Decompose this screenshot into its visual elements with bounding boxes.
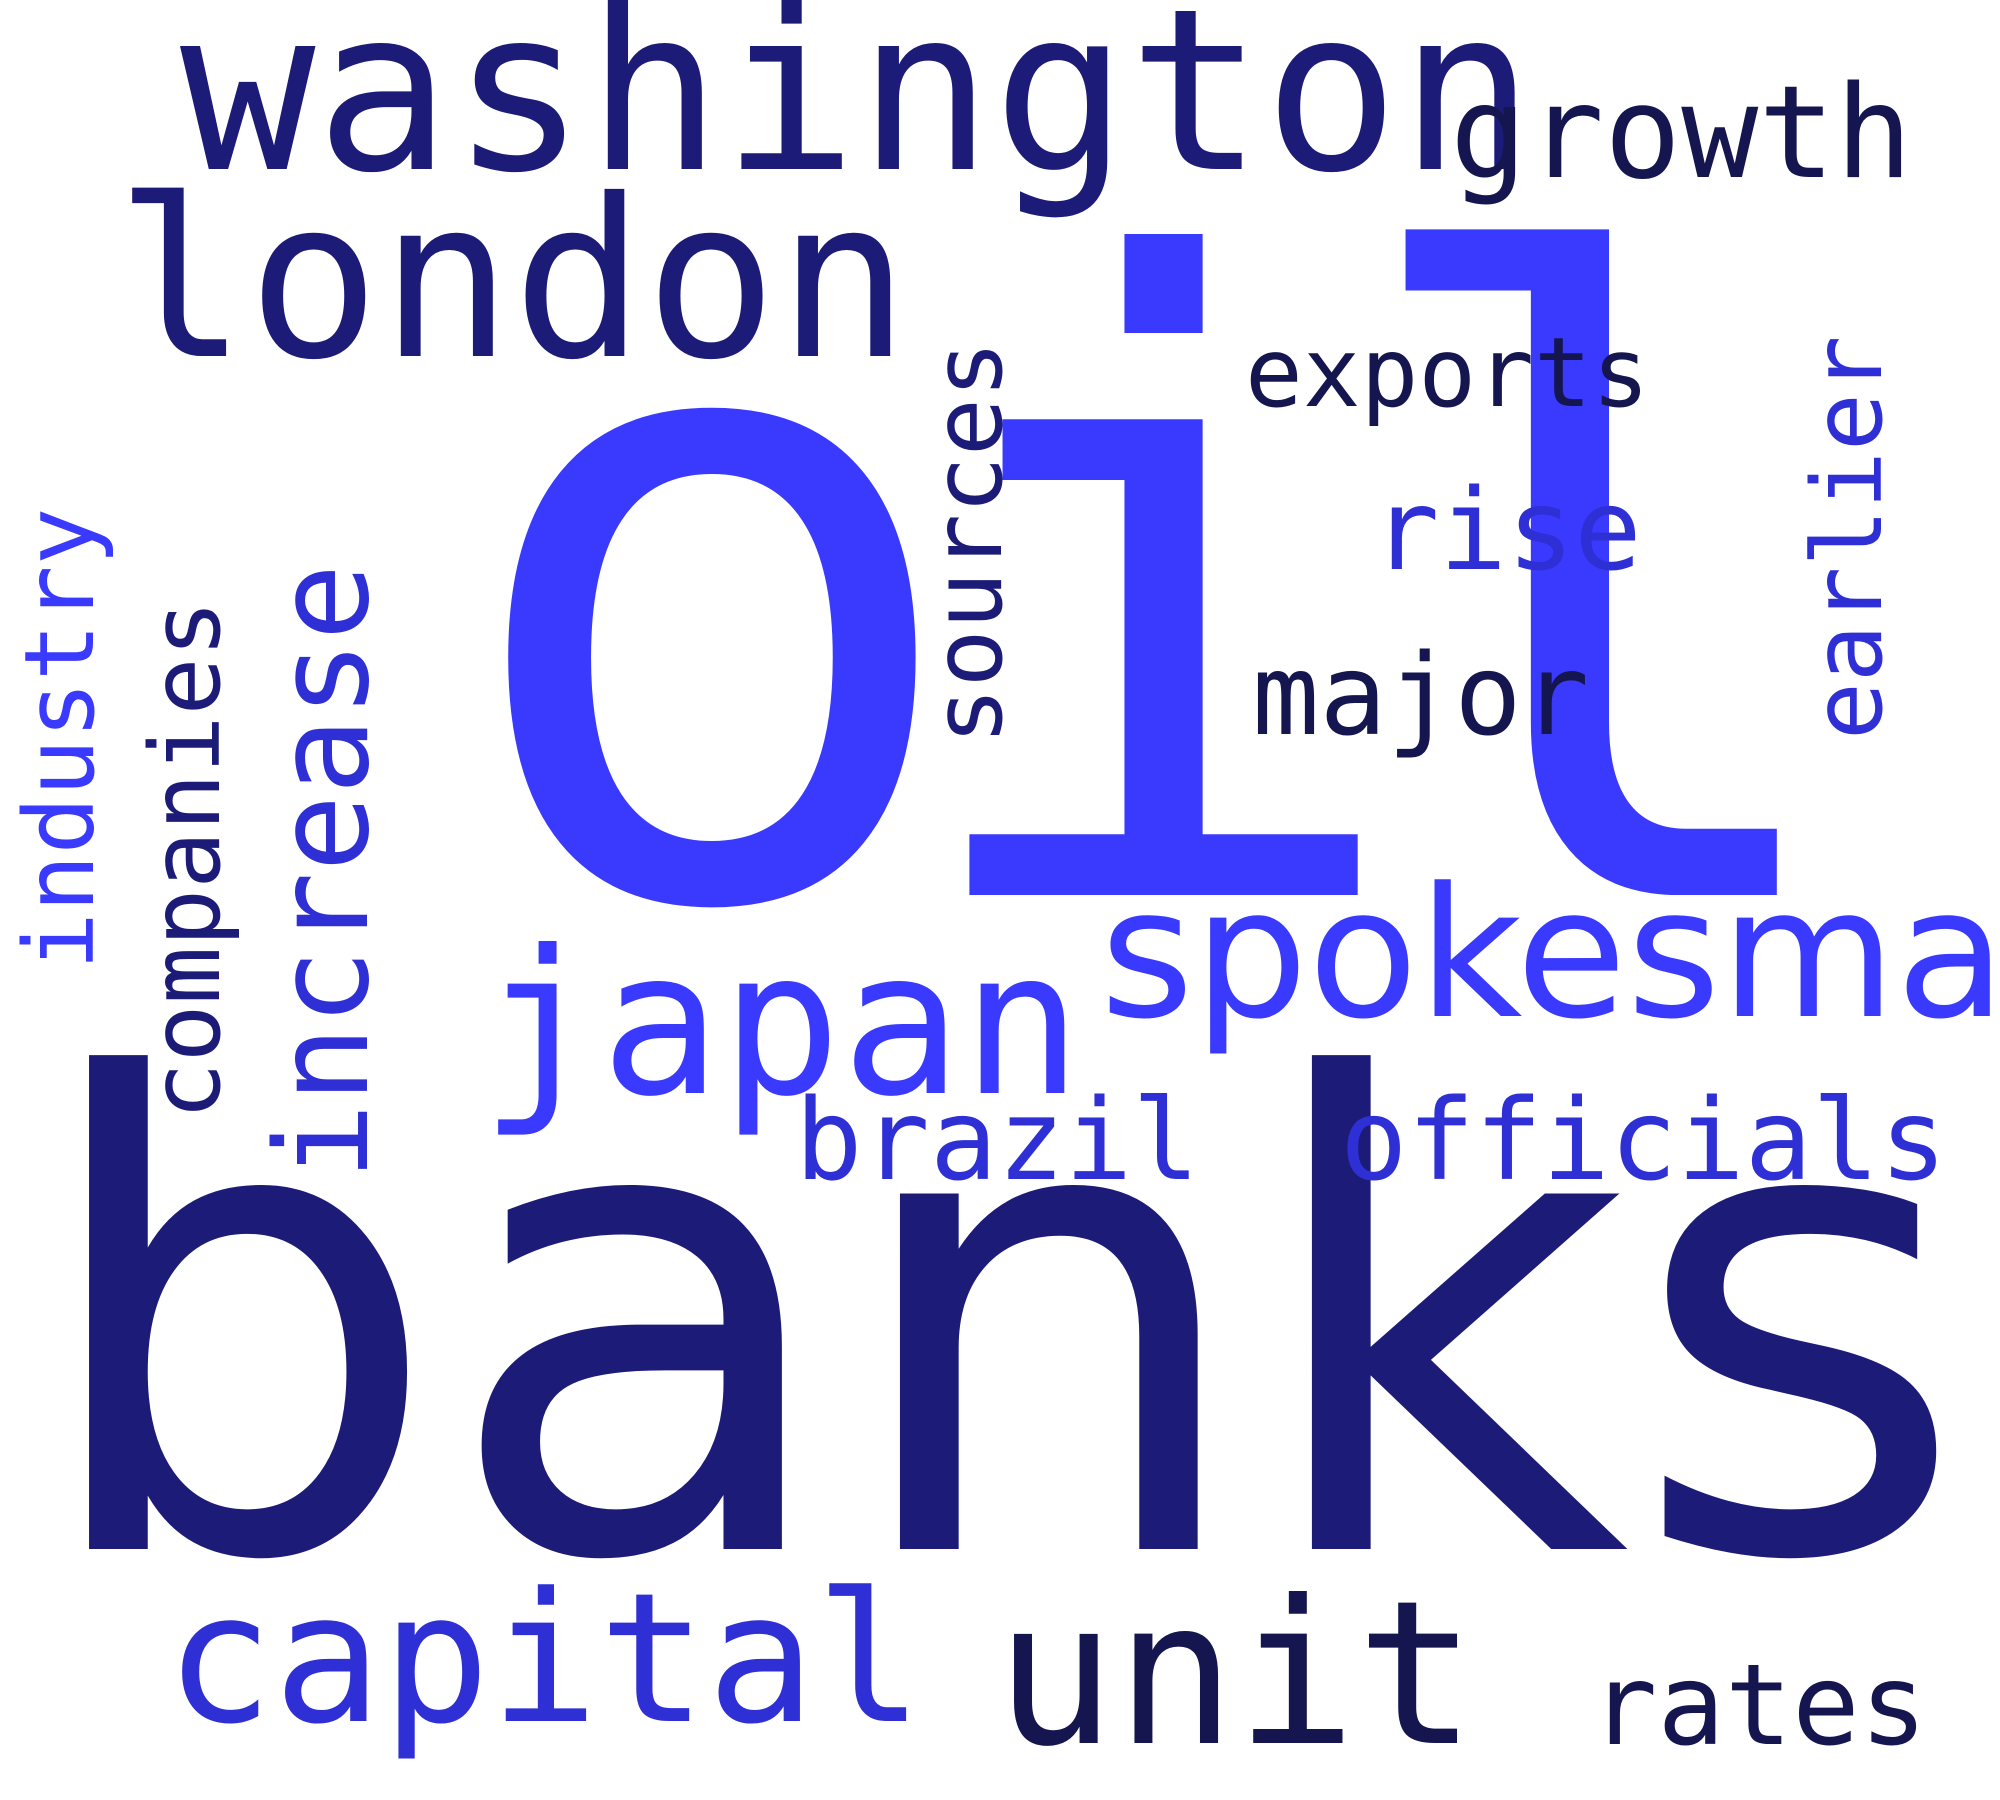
- word-sources: sources: [912, 340, 1024, 745]
- word-london: london: [115, 152, 910, 408]
- word-oil: oil: [450, 88, 1861, 1101]
- word-spokesman: spokesman: [1100, 850, 2000, 1059]
- word-earlier: earlier: [1792, 335, 1904, 740]
- word-brazil: brazil: [795, 1076, 1200, 1206]
- word-unit: unit: [995, 1558, 1477, 1791]
- word-industry: industry: [4, 507, 116, 970]
- word-japan: japan: [480, 908, 1083, 1141]
- word-companies: companies: [130, 599, 242, 1120]
- word-exports: exports: [1245, 317, 1650, 429]
- word-washington: washington: [180, 0, 1535, 223]
- word-capital: capital: [165, 1555, 924, 1764]
- word-banks: banks: [30, 947, 1968, 1703]
- word-officials: officials: [1340, 1076, 1947, 1206]
- word-increase: increase: [249, 563, 398, 1181]
- word-growth: growth: [1450, 59, 1913, 208]
- word-major: major: [1252, 631, 1590, 761]
- word-rise: rise: [1372, 466, 1642, 596]
- word-rates: rates: [1590, 1641, 1928, 1771]
